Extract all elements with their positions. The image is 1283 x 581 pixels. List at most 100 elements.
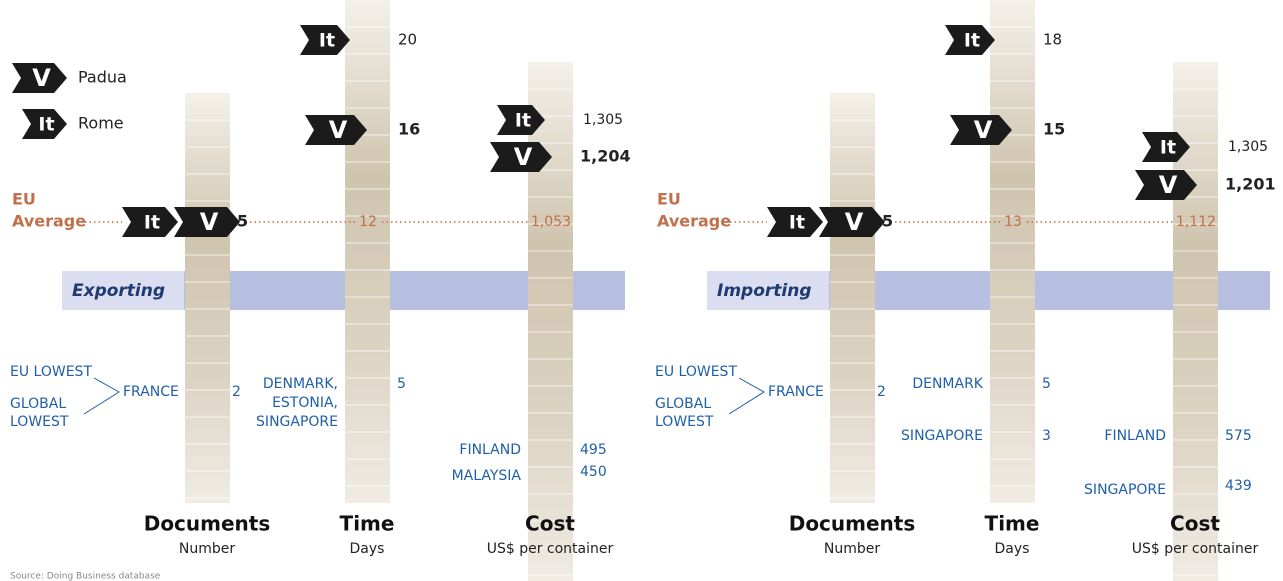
- padua-value: 16: [398, 120, 420, 139]
- lowest-value: 3: [1042, 428, 1051, 444]
- city-marker: V: [950, 115, 1012, 145]
- band-label-box: [707, 271, 829, 310]
- city-marker: V: [305, 115, 367, 145]
- marker-symbol: V: [329, 116, 348, 144]
- scale-strip: [830, 93, 875, 503]
- lowest-value: 495: [580, 442, 607, 458]
- marker-symbol: V: [1159, 171, 1178, 199]
- marker-symbol: It: [319, 30, 335, 52]
- lowest-label: EU LOWEST: [655, 364, 737, 380]
- marker-symbol: It: [789, 212, 805, 234]
- scale-strip: [345, 0, 390, 503]
- lowest-value: 5: [1042, 376, 1051, 392]
- lowest-label: GLOBAL: [10, 396, 66, 412]
- column-unit: Days: [350, 541, 385, 557]
- marker-shape: [497, 105, 545, 135]
- column-title: Documents: [144, 512, 271, 536]
- column-unit: Number: [824, 541, 880, 557]
- eu-label: Average: [657, 212, 731, 231]
- city-marker: V: [12, 63, 67, 93]
- marker-shape: [767, 207, 823, 237]
- marker-symbol: V: [200, 208, 219, 236]
- marker-shape: [22, 109, 67, 139]
- band-label-box: [62, 271, 184, 310]
- marker-symbol: It: [38, 114, 54, 136]
- band-title: Exporting: [72, 281, 165, 301]
- bracket: [728, 377, 765, 415]
- city-marker: V: [174, 207, 240, 237]
- marker-shape: [174, 207, 240, 237]
- bracket: [83, 377, 120, 415]
- lowest-label: EU LOWEST: [10, 364, 92, 380]
- marker-symbol: V: [32, 64, 51, 92]
- country: ESTONIA,: [272, 395, 338, 411]
- lowest-value: 5: [397, 376, 406, 392]
- source: Source: Doing Business database: [10, 572, 161, 581]
- eu-label: EU: [657, 190, 681, 209]
- rome-value: 1,305: [583, 112, 623, 128]
- marker-symbol: V: [514, 143, 533, 171]
- marker-shape: [819, 207, 885, 237]
- lowest-label: LOWEST: [10, 414, 69, 430]
- marker-symbol: It: [515, 110, 531, 132]
- lowest-value: 450: [580, 464, 607, 480]
- country: DENMARK,: [263, 376, 338, 392]
- eu-value: 1,053: [531, 214, 571, 230]
- lowest-label: GLOBAL: [655, 396, 711, 412]
- country: FRANCE: [768, 384, 824, 400]
- label: Padua: [78, 68, 127, 87]
- scale-strip: [185, 93, 230, 503]
- rome-value: 18: [1043, 31, 1062, 49]
- city-marker: It: [1142, 132, 1190, 162]
- column-unit: Number: [179, 541, 235, 557]
- eu-value: 13: [1004, 214, 1022, 230]
- column-title: Time: [985, 512, 1040, 536]
- marker-shape: [945, 25, 995, 55]
- marker-shape: [122, 207, 178, 237]
- city-marker: V: [490, 142, 552, 172]
- label: Rome: [78, 114, 124, 133]
- padua-value: 15: [1043, 120, 1065, 139]
- column-title: Cost: [525, 512, 575, 536]
- marker-symbol: It: [964, 30, 980, 52]
- lowest-value: 439: [1225, 478, 1252, 494]
- country: FINLAND: [459, 442, 521, 458]
- lowest-value: 575: [1225, 428, 1252, 444]
- lowest-value: 2: [232, 384, 241, 400]
- city-marker: It: [122, 207, 178, 237]
- country: SINGAPORE: [901, 428, 983, 444]
- column-title: Documents: [789, 512, 916, 536]
- padua-value: 5: [882, 212, 893, 231]
- marker-shape: [950, 115, 1012, 145]
- eu-value: 1,112: [1176, 214, 1216, 230]
- column-title: Cost: [1170, 512, 1220, 536]
- marker-shape: [305, 115, 367, 145]
- country: SINGAPORE: [1084, 482, 1166, 498]
- marker-shape: [300, 25, 350, 55]
- scale-strip: [528, 62, 573, 581]
- padua-value: 1,204: [580, 147, 631, 166]
- eu-label: EU: [12, 190, 36, 209]
- scale-strip: [990, 0, 1035, 503]
- city-marker: It: [945, 25, 995, 55]
- country: DENMARK: [912, 376, 983, 392]
- country: SINGAPORE: [256, 414, 338, 430]
- city-marker: It: [497, 105, 545, 135]
- band-title: Importing: [717, 281, 812, 301]
- column-title: Time: [340, 512, 395, 536]
- eu-value: 12: [359, 214, 377, 230]
- city-marker: V: [819, 207, 885, 237]
- marker-symbol: It: [1160, 137, 1176, 159]
- padua-value: 5: [237, 212, 248, 231]
- city-marker: It: [300, 25, 350, 55]
- lowest-label: LOWEST: [655, 414, 714, 430]
- eu-label: Average: [12, 212, 86, 231]
- marker-shape: [1135, 170, 1197, 200]
- rome-value: 20: [398, 31, 417, 49]
- marker-symbol: V: [845, 208, 864, 236]
- padua-value: 1,201: [1225, 175, 1276, 194]
- column-unit: US$ per container: [1132, 541, 1259, 557]
- country: MALAYSIA: [452, 468, 522, 484]
- marker-shape: [1142, 132, 1190, 162]
